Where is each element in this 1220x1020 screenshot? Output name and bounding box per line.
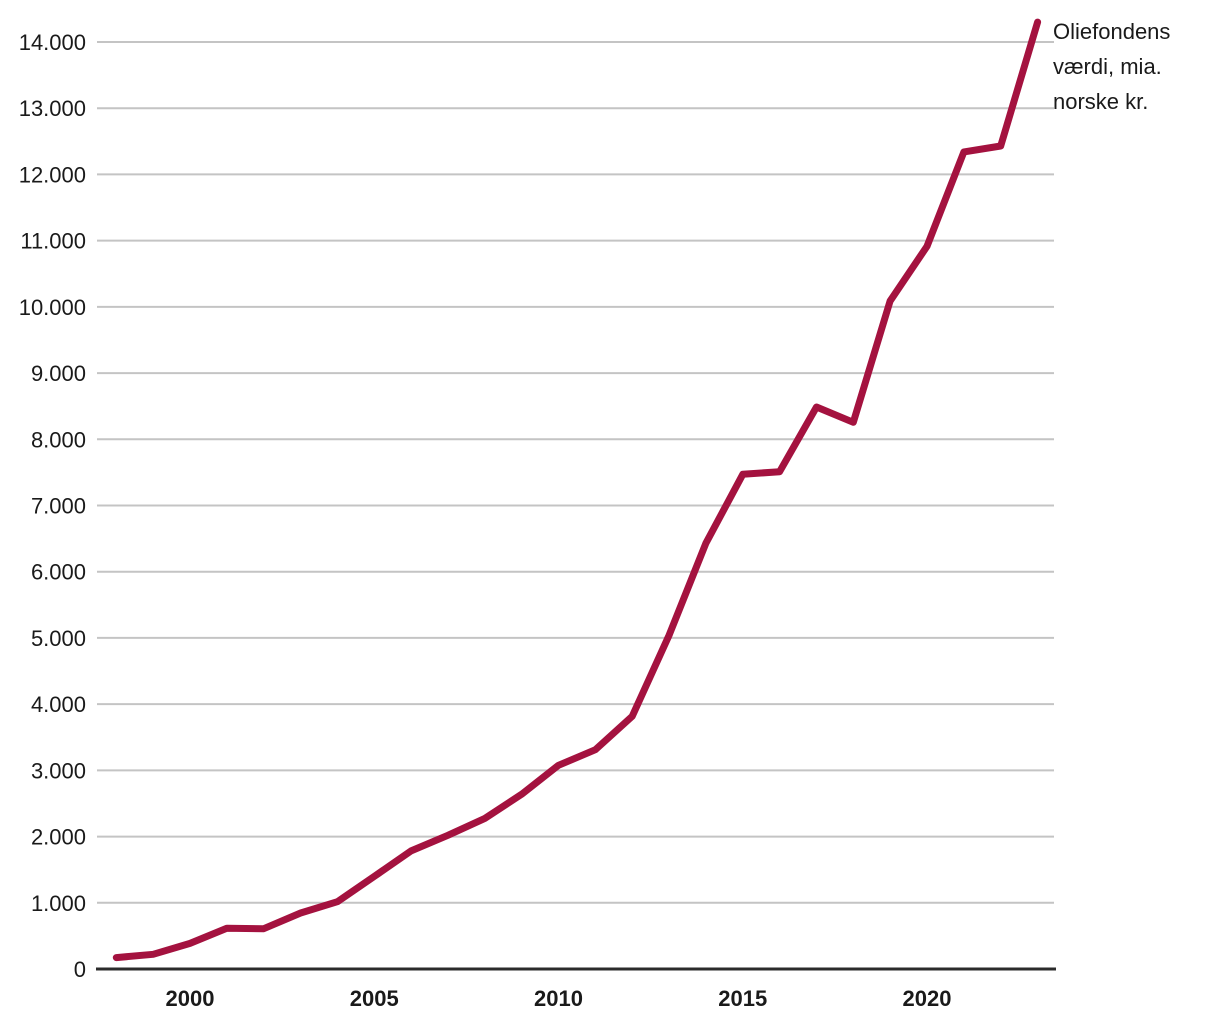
y-tick-label: 2.000 <box>31 825 86 850</box>
y-tick-label: 11.000 <box>20 229 86 254</box>
y-tick-label: 7.000 <box>31 494 86 519</box>
y-tick-label: 1.000 <box>31 891 86 916</box>
data-line <box>112 18 1042 962</box>
y-tick-label: 12.000 <box>19 162 86 187</box>
y-tick-label: 14.000 <box>19 30 86 55</box>
x-tick-label: 2015 <box>718 986 767 1011</box>
series-label: Oliefondens værdi, mia. norske kr. <box>1053 19 1171 114</box>
x-tick-label: 2005 <box>350 986 399 1011</box>
y-tick-label: 6.000 <box>31 560 86 585</box>
y-tick-label: 3.000 <box>31 758 86 783</box>
y-tick-label: 9.000 <box>31 361 86 386</box>
y-tick-label: 8.000 <box>31 427 86 452</box>
x-tick-label: 2000 <box>166 986 215 1011</box>
x-tick-label: 2020 <box>903 986 952 1011</box>
y-tick-label: 0 <box>74 957 86 982</box>
gridlines <box>97 41 1054 904</box>
y-tick-label: 4.000 <box>31 692 86 717</box>
y-tick-label: 5.000 <box>31 626 86 651</box>
y-axis-labels: 0 1.000 2.000 3.000 4.000 5.000 6.000 7.000 8.00… <box>19 30 86 982</box>
x-axis-labels: 2000 2005 2010 2015 2020 <box>166 986 952 1011</box>
x-tick-label: 2010 <box>534 986 583 1011</box>
y-tick-label: 10.000 <box>19 295 86 320</box>
y-tick-label: 13.000 <box>19 96 86 121</box>
